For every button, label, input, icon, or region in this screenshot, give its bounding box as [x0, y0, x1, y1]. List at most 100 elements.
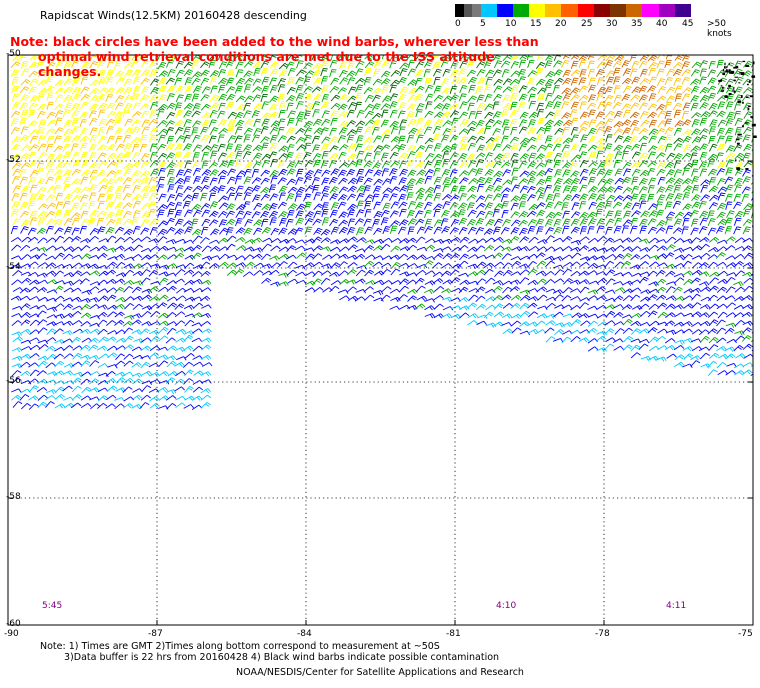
wind-barb — [373, 279, 385, 285]
wind-barb — [63, 209, 72, 218]
wind-barb — [424, 144, 434, 153]
wind-barb — [407, 94, 417, 102]
wind-barb — [21, 277, 32, 284]
wind-barb — [527, 225, 536, 234]
wind-barb — [10, 263, 22, 269]
wind-barb — [347, 160, 357, 168]
wind-barb — [141, 288, 153, 294]
wind-barb — [390, 201, 400, 209]
wind-barb — [673, 345, 685, 351]
wind-barb — [665, 217, 673, 226]
wind-barb — [647, 294, 658, 301]
wind-barb — [752, 157, 753, 160]
wind-barb — [656, 68, 665, 77]
wind-barb — [36, 387, 48, 393]
wind-barb — [527, 70, 538, 77]
wind-barb — [227, 159, 236, 168]
wind-barb — [132, 354, 144, 360]
wind-barb — [20, 353, 32, 359]
wind-barb — [98, 160, 108, 169]
wind-barb — [184, 296, 196, 302]
wind-barb — [596, 61, 607, 69]
wind-barb — [277, 135, 287, 143]
wind-barb — [63, 226, 73, 235]
wind-barb — [698, 200, 707, 209]
wind-barb — [347, 60, 355, 70]
wind-barb — [657, 176, 666, 185]
wind-barb — [630, 94, 641, 102]
wind-barb — [63, 362, 75, 369]
wind-barb — [614, 245, 625, 251]
wind-barb — [433, 208, 441, 218]
wind-barb — [149, 152, 158, 161]
wind-barb — [141, 385, 152, 392]
wind-barb — [518, 201, 526, 210]
wind-barb — [174, 177, 185, 185]
wind-barb — [535, 153, 546, 160]
wind-barb — [312, 144, 321, 153]
wind-barb — [656, 245, 667, 252]
wind-barb — [398, 126, 406, 135]
wind-barb — [200, 312, 212, 319]
wind-barb — [192, 85, 202, 94]
wind-barb — [157, 109, 165, 118]
wind-barb — [382, 178, 392, 186]
scale-label: 30 — [606, 19, 618, 29]
wind-barb — [269, 142, 278, 151]
wind-barb — [382, 95, 392, 103]
scale-label: 35 — [631, 19, 643, 29]
wind-barb — [96, 170, 107, 177]
wind-barb — [647, 103, 658, 111]
wind-barb — [37, 327, 48, 335]
wind-barb — [29, 353, 40, 359]
wind-barb — [717, 186, 727, 194]
wind-barb — [54, 393, 65, 400]
wind-barb — [46, 135, 55, 144]
wind-barb — [424, 255, 435, 261]
wind-barb — [62, 330, 73, 336]
wind-barb — [269, 169, 279, 178]
wind-barb — [11, 201, 20, 209]
wind-barb — [415, 254, 427, 260]
wind-barb — [415, 109, 423, 118]
wind-barb — [562, 169, 571, 178]
wind-barb — [520, 294, 531, 301]
wind-barb — [408, 127, 418, 135]
wind-barb — [459, 160, 469, 169]
wind-barb — [588, 161, 599, 168]
wind-barb — [562, 194, 573, 202]
scale-swatch — [545, 4, 562, 17]
wind-barb — [752, 100, 753, 103]
wind-barb — [414, 210, 424, 219]
wind-barb — [141, 126, 150, 135]
wind-barb — [699, 252, 711, 259]
wind-barb — [690, 95, 700, 103]
wind-barb — [294, 239, 306, 244]
wind-barb — [166, 345, 177, 352]
island-fragment — [724, 62, 726, 66]
wind-barb — [115, 185, 124, 194]
wind-barb — [278, 69, 288, 78]
island-fragment — [738, 82, 741, 84]
wind-barb — [734, 117, 743, 126]
wind-barb — [348, 101, 357, 110]
wind-barb — [286, 238, 297, 244]
wind-barb — [165, 337, 176, 344]
wind-barb — [88, 263, 99, 269]
wind-barb — [630, 55, 637, 61]
wind-barb — [364, 67, 372, 76]
wind-barb — [716, 286, 727, 293]
wind-barb — [544, 135, 553, 144]
wind-barb — [304, 160, 314, 168]
wind-barb — [682, 102, 691, 111]
wind-barb — [244, 118, 254, 127]
wind-barb — [105, 378, 117, 384]
wind-barb — [217, 211, 228, 218]
wind-barb — [277, 201, 288, 209]
wind-barb — [665, 184, 674, 193]
wind-barb — [622, 109, 631, 118]
scale-swatch — [577, 4, 594, 17]
wind-barb — [98, 102, 108, 110]
wind-barb — [648, 244, 659, 251]
wind-barb — [10, 208, 19, 217]
